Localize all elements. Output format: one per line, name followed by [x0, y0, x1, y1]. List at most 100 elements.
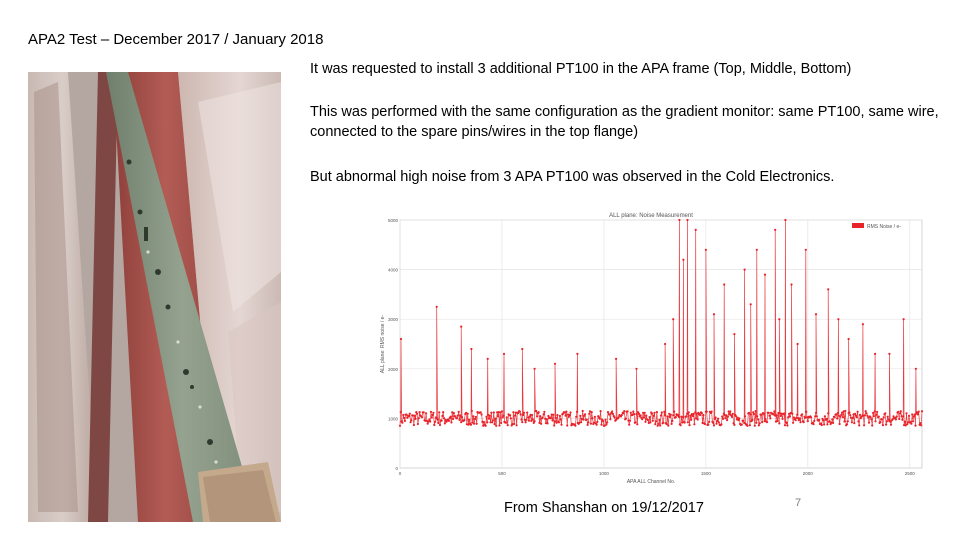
noise-data-point: [825, 417, 828, 421]
noise-data-point: [600, 423, 603, 426]
chart-title: ALL plane: Noise Measurement: [609, 213, 693, 219]
noise-data-point: [716, 419, 719, 423]
paragraph-install-request: It was requested to install 3 additional…: [310, 61, 852, 77]
noise-data-point: [814, 415, 817, 418]
noise-data-point: [634, 421, 637, 424]
noise-data-point: [626, 410, 629, 413]
noise-data-point: [532, 421, 535, 424]
noise-data-point: [649, 421, 652, 424]
noise-data-point: [740, 423, 743, 426]
noise-data-point: [733, 423, 736, 426]
noise-data-point: [844, 409, 847, 413]
noise-data-point: [827, 412, 830, 415]
noise-data-point: [495, 424, 498, 427]
noise-data-point: [888, 352, 891, 355]
noise-data-point: [578, 421, 581, 424]
noise-data-point: [492, 411, 495, 414]
noise-data-point: [498, 424, 501, 427]
noise-data-point: [643, 411, 646, 414]
noise-data-point: [580, 421, 583, 424]
noise-data-point: [482, 421, 486, 424]
noise-data-point: [473, 417, 477, 421]
noise-data-point: [763, 273, 767, 276]
noise-data-point: [873, 410, 876, 413]
noise-data-point: [530, 419, 533, 422]
noise-data-point: [765, 421, 769, 424]
noise-data-point: [623, 410, 626, 413]
noise-data-point: [586, 423, 589, 426]
noise-data-point: [426, 422, 429, 425]
noise-data-point: [730, 414, 733, 417]
noise-data-point: [557, 421, 561, 424]
noise-data-point: [717, 421, 720, 424]
noise-data-point: [755, 248, 758, 251]
noise-chart: 0 1000 2000 3000 4000 5000 0 500 1000 1500 2000 250…: [374, 208, 928, 488]
noise-data-point: [696, 418, 699, 421]
noise-data-point: [403, 416, 406, 419]
noise-data-point: [688, 424, 691, 427]
noise-data-point: [875, 413, 878, 416]
noise-data-point: [898, 417, 901, 421]
noise-data-point: [410, 419, 413, 422]
noise-data-point: [457, 410, 460, 413]
noise-data-point: [449, 415, 452, 418]
noise-data-point: [535, 409, 538, 413]
noise-data-point: [479, 411, 482, 414]
noise-data-point: [669, 413, 672, 416]
noise-data-point: [558, 414, 561, 418]
noise-data-point: [693, 423, 696, 426]
noise-data-point: [418, 411, 421, 414]
noise-data-point: [490, 411, 493, 414]
noise-data-point: [913, 413, 916, 416]
noise-data-point: [542, 413, 545, 416]
noise-data-point: [652, 414, 655, 417]
noise-data-point: [486, 357, 489, 360]
noise-data-point: [889, 423, 893, 426]
noise-data-point: [664, 342, 667, 346]
noise-data-point: [726, 415, 729, 418]
noise-data-point: [648, 416, 651, 419]
noise-data-point: [540, 422, 543, 425]
noise-data-point: [555, 421, 558, 424]
noise-data-point: [818, 418, 821, 421]
noise-data-point: [794, 419, 797, 422]
noise-data-point: [460, 421, 463, 424]
noise-data-point: [664, 414, 667, 417]
noise-data-point: [884, 412, 887, 415]
noise-data-point: [604, 418, 607, 421]
noise-data-point: [566, 413, 570, 416]
noise-data-point: [438, 411, 441, 414]
noise-data-point: [442, 417, 446, 420]
noise-data-point: [797, 419, 800, 422]
noise-data-point: [575, 410, 579, 413]
noise-data-point: [611, 412, 614, 415]
noise-data-point: [553, 362, 557, 365]
noise-data-point: [871, 424, 874, 427]
noise-data-point: [799, 421, 802, 424]
noise-data-point: [482, 424, 485, 427]
noise-data-point: [459, 414, 462, 417]
noise-data-point: [440, 419, 443, 422]
noise-data-point: [705, 410, 708, 413]
noise-data-point: [891, 418, 894, 421]
noise-data-point: [882, 416, 885, 419]
noise-data-point: [691, 414, 694, 418]
noise-data-point: [845, 423, 849, 426]
noise-data-point: [798, 417, 801, 420]
noise-data-point: [835, 413, 838, 416]
noise-data-point: [416, 412, 419, 415]
noise-data-point: [556, 414, 559, 417]
noise-data-point: [743, 268, 746, 271]
noise-data-point: [432, 411, 435, 414]
noise-data-point: [723, 283, 726, 286]
noise-data-point: [837, 414, 840, 417]
noise-data-point: [399, 411, 402, 414]
paragraph-noise-observation: But abnormal high noise from 3 APA PT100…: [310, 169, 835, 185]
noise-data-point: [898, 412, 902, 415]
noise-data-point: [892, 415, 895, 418]
noise-series-line: [399, 219, 923, 427]
noise-data-point: [506, 424, 509, 427]
noise-data-point: [518, 410, 521, 413]
noise-data-point: [866, 414, 869, 417]
noise-data-point: [729, 410, 732, 413]
